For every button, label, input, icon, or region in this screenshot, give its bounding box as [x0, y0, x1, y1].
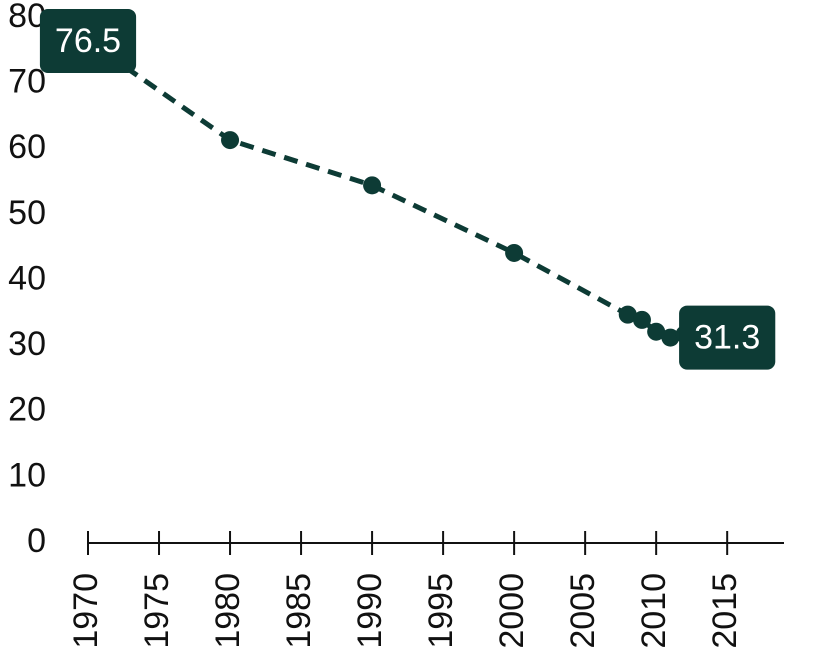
- y-tick-label: 40: [8, 259, 46, 297]
- x-tick-label: 1975: [138, 573, 176, 649]
- value-label: 31.3: [679, 305, 776, 370]
- data-line: [86, 38, 728, 341]
- data-point: [505, 243, 524, 262]
- data-point: [221, 131, 240, 150]
- y-tick-label: 0: [27, 522, 46, 560]
- x-tick-label: 2005: [564, 573, 602, 649]
- x-tick-label: 1990: [351, 573, 389, 649]
- data-point: [661, 328, 680, 347]
- data-point: [363, 176, 382, 195]
- data-point: [618, 305, 637, 324]
- value-label: 76.5: [39, 8, 137, 73]
- y-tick-label: 70: [8, 63, 46, 101]
- data-point: [632, 310, 651, 329]
- y-tick-label: 10: [8, 456, 46, 494]
- x-tick-label: 1995: [422, 573, 460, 649]
- value-label-box: [39, 8, 137, 73]
- data-point: [647, 322, 666, 341]
- x-tick-label: 1985: [280, 573, 318, 649]
- x-tick-label: 2010: [635, 573, 673, 649]
- value-label-text: 76.5: [55, 22, 121, 60]
- y-tick-label: 50: [8, 194, 46, 232]
- x-tick-label: 1970: [67, 573, 105, 649]
- y-tick-label: 60: [8, 128, 46, 166]
- y-tick-label: 20: [8, 391, 46, 429]
- y-tick-label: 80: [8, 0, 46, 35]
- value-label-box: [679, 305, 776, 370]
- x-tick-label: 2000: [493, 573, 531, 649]
- x-tick-label: 1980: [209, 573, 247, 649]
- value-label-text: 31.3: [694, 319, 760, 357]
- y-tick-label: 30: [8, 325, 46, 363]
- x-tick-label: 2015: [706, 573, 744, 649]
